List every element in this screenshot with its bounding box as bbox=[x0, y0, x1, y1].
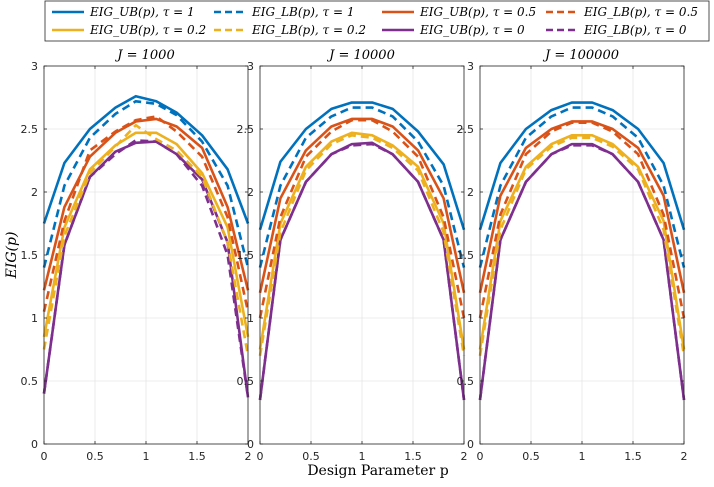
y-tick-label: 0.5 bbox=[21, 375, 39, 388]
y-tick-label: 1 bbox=[31, 312, 38, 325]
series-line-lb05 bbox=[258, 118, 466, 319]
y-tick-label: 0 bbox=[467, 438, 474, 451]
y-tick-label: 1.5 bbox=[21, 249, 39, 262]
series-line-lb1 bbox=[478, 106, 686, 268]
legend-label-ub1: EIG_UB(p), τ = 1 bbox=[89, 5, 195, 19]
x-tick-label: 2 bbox=[681, 450, 688, 463]
series-line-ub02 bbox=[478, 134, 686, 350]
x-tick-label: 1.5 bbox=[624, 450, 642, 463]
x-tick-label: 1 bbox=[359, 450, 366, 463]
y-tick-label: 3 bbox=[31, 60, 38, 73]
y-tick-label: 3 bbox=[247, 60, 254, 73]
y-tick-label: 2 bbox=[31, 186, 38, 199]
y-tick-label: 0 bbox=[247, 438, 254, 451]
legend-label-lb05: EIG_LB(p), τ = 0.5 bbox=[583, 5, 698, 19]
panel-title: J = 1000 bbox=[114, 48, 174, 63]
series-line-ub1 bbox=[478, 101, 686, 231]
legend-label-ub02: EIG_UB(p), τ = 0.2 bbox=[89, 23, 206, 37]
legend: EIG_UB(p), τ = 1 EIG_LB(p), τ = 1 EIG_UB(p… bbox=[44, 0, 710, 42]
x-tick-label: 0.5 bbox=[522, 450, 540, 463]
y-tick-label: 2 bbox=[467, 186, 474, 199]
panel-title: J = 10000 bbox=[326, 48, 395, 63]
series-line-lb0 bbox=[478, 144, 686, 401]
y-tick-label: 1 bbox=[467, 312, 474, 325]
x-tick-label: 2 bbox=[245, 450, 252, 463]
series-line-lb02 bbox=[42, 123, 250, 357]
series-line-ub02 bbox=[258, 131, 466, 350]
panel-3: 0 0.5 1 1.5 200.511.522.53J = 100000 bbox=[457, 48, 688, 463]
series-line-lb05 bbox=[42, 115, 250, 312]
legend-box bbox=[44, 0, 710, 42]
series-line-lb1 bbox=[42, 99, 250, 268]
x-tick-label: 0.5 bbox=[86, 450, 104, 463]
y-tick-label: 0.5 bbox=[237, 375, 255, 388]
y-tick-label: 0 bbox=[31, 438, 38, 451]
series-line-lb1 bbox=[258, 106, 466, 268]
x-tick-label: 2 bbox=[461, 450, 468, 463]
legend-label-lb02: EIG_LB(p), τ = 0.2 bbox=[251, 23, 366, 37]
series-line-lb02 bbox=[258, 134, 466, 357]
y-tick-label: 2.5 bbox=[21, 123, 39, 136]
x-tick-label: 1 bbox=[579, 450, 586, 463]
panel-1: 0 0.5 1 1.5 200.511.522.53J = 1000 bbox=[21, 48, 252, 463]
legend-label-ub05: EIG_UB(p), τ = 0.5 bbox=[419, 5, 536, 19]
y-tick-label: 2.5 bbox=[237, 123, 255, 136]
y-axis-label: EIG(p) bbox=[4, 232, 20, 280]
plot-panels: 0 0.5 1 1.5 200.511.522.53J = 10000 0.5 1 1.5 20… bbox=[21, 48, 688, 463]
y-tick-label: 1 bbox=[247, 312, 254, 325]
x-tick-label: 0 bbox=[257, 450, 264, 463]
legend-label-lb0: EIG_LB(p), τ = 0 bbox=[583, 23, 687, 37]
panel-2: 0 0.5 1 1.5 200.511.522.53J = 10000 bbox=[237, 48, 468, 463]
x-tick-label: 1.5 bbox=[188, 450, 206, 463]
legend-label-lb1: EIG_LB(p), τ = 1 bbox=[251, 5, 355, 19]
panel-title: J = 100000 bbox=[542, 48, 619, 63]
y-tick-label: 2 bbox=[247, 186, 254, 199]
series-line-ub1 bbox=[42, 94, 250, 224]
x-tick-label: 0 bbox=[41, 450, 48, 463]
series-line-lb05 bbox=[478, 121, 686, 319]
x-tick-label: 0 bbox=[477, 450, 484, 463]
series-line-ub1 bbox=[258, 101, 466, 231]
y-tick-label: 2.5 bbox=[457, 123, 475, 136]
x-axis-label: Design Parameter p bbox=[307, 463, 448, 479]
legend-label-ub0: EIG_UB(p), τ = 0 bbox=[419, 23, 525, 37]
series-line-lb02 bbox=[478, 136, 686, 357]
y-tick-label: 0.5 bbox=[457, 375, 475, 388]
y-tick-label: 3 bbox=[467, 60, 474, 73]
x-tick-label: 1.5 bbox=[404, 450, 422, 463]
y-tick-label: 1.5 bbox=[457, 249, 475, 262]
x-tick-label: 1 bbox=[143, 450, 150, 463]
x-tick-label: 0.5 bbox=[302, 450, 320, 463]
series-line-lb0 bbox=[258, 142, 466, 401]
y-tick-label: 1.5 bbox=[237, 249, 255, 262]
series-line-lb0 bbox=[42, 139, 250, 398]
